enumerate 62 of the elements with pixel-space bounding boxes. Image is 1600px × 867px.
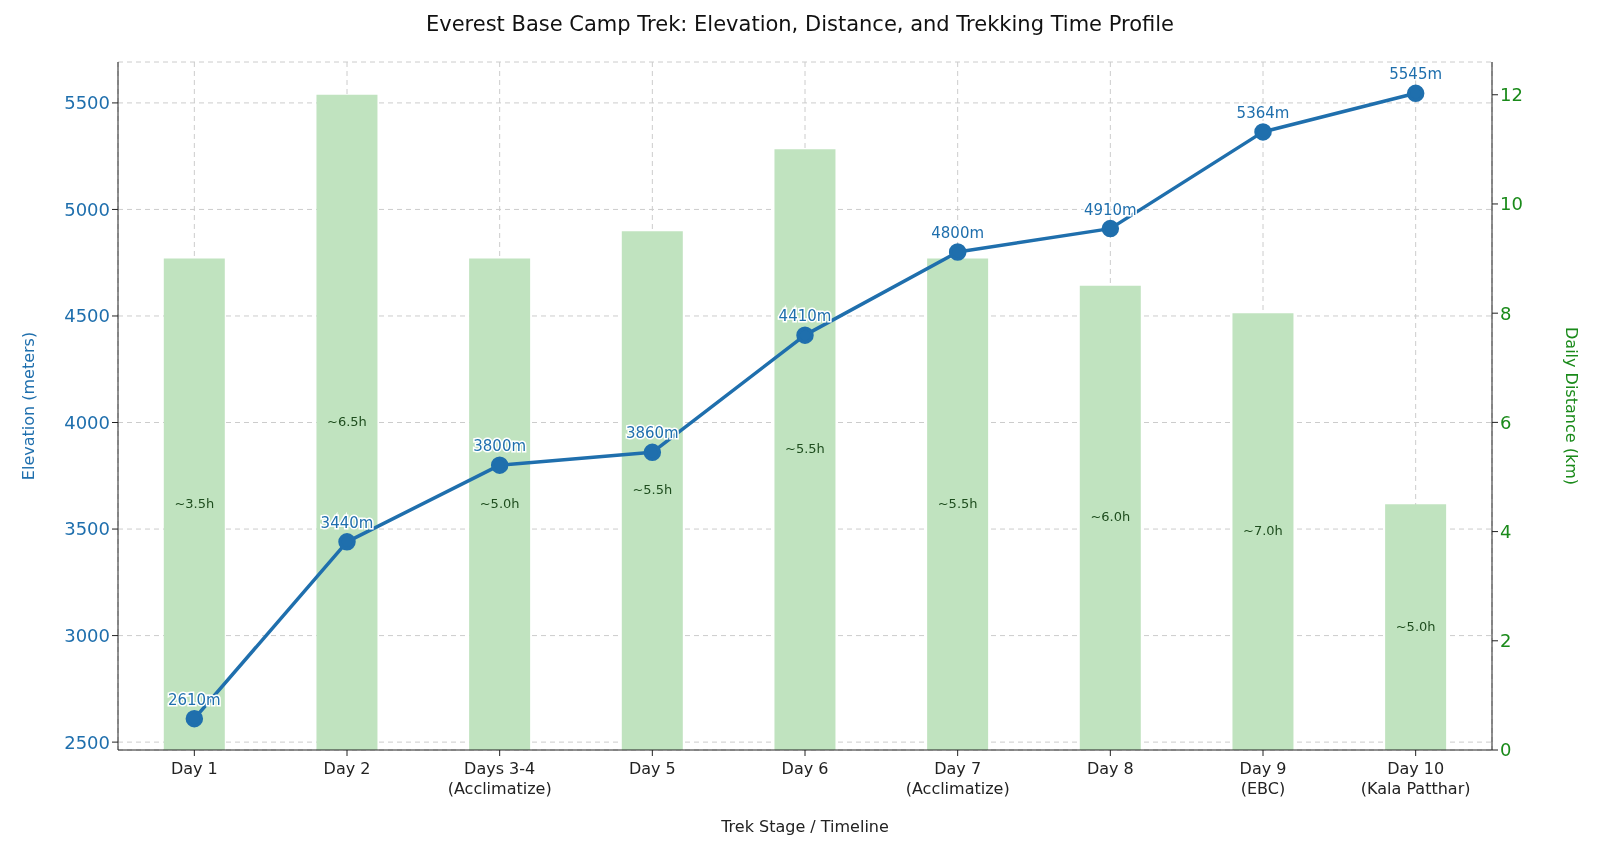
bar <box>621 231 683 750</box>
x-tick-label: Day 7 (Acclimatize) <box>905 759 1010 798</box>
annotation: ~5.5h <box>785 441 825 457</box>
bar <box>1232 313 1294 750</box>
x-tick-label: Day 5 <box>628 759 676 778</box>
y2-tick-label: 10 <box>1500 193 1523 215</box>
point <box>796 326 814 344</box>
y2-tick-label: 6 <box>1500 411 1512 433</box>
y-tick-label: 5000 <box>64 198 110 220</box>
y-tick-label: 3000 <box>64 624 110 646</box>
annotation: ~6.5h <box>327 413 367 429</box>
x-tick-label: Day 6 <box>781 759 829 778</box>
annotation: ~5.5h <box>937 495 978 511</box>
point <box>643 443 662 462</box>
chart-title: Everest Base Camp Trek: Elevation, Distance, and Trekking Time Profile <box>424 12 1175 38</box>
data-label: 4410m <box>778 307 832 326</box>
y-tick-label: 2500 <box>64 731 110 753</box>
x-tick-label: Day 9 (EBC) <box>1239 759 1287 798</box>
x-tick-label: Day 1 <box>170 759 218 778</box>
point <box>1254 123 1272 141</box>
data-label: 3440m <box>320 513 374 532</box>
bar <box>774 149 836 750</box>
annotation: ~5.5h <box>632 482 673 498</box>
y-axis-title: Elevation (meters) <box>18 331 38 481</box>
data-label: 4910m <box>1083 200 1137 219</box>
point <box>490 456 509 474</box>
bar <box>1385 504 1447 750</box>
annotation: ~3.5h <box>174 495 215 511</box>
data-label: 5364m <box>1236 103 1290 122</box>
annotation: ~6.0h <box>1090 509 1131 525</box>
data-label: 4800m <box>931 224 985 243</box>
data-label: 3860m <box>625 424 679 443</box>
bar <box>316 94 378 750</box>
point <box>185 709 204 728</box>
y2-tick-label: 2 <box>1500 630 1512 652</box>
bar <box>927 258 989 750</box>
y-tick-label: 3500 <box>64 518 110 540</box>
x-tick-label: Day 8 <box>1086 759 1134 778</box>
bar <box>1079 285 1141 750</box>
annotation: ~5.0h <box>479 495 520 511</box>
x-tick-label: Day 2 <box>323 759 371 778</box>
point <box>1101 219 1120 238</box>
annotation: ~5.0h <box>1395 618 1436 634</box>
y2-axis-title: Daily Distance (km) <box>1562 327 1582 485</box>
bar <box>163 258 225 750</box>
y-tick-label: 4500 <box>64 305 110 327</box>
x-tick-label: Days 3-4 (Acclimatize) <box>447 759 552 798</box>
y2-tick-label: 12 <box>1500 84 1523 106</box>
y2-tick-label: 4 <box>1500 520 1512 542</box>
annotation: ~7.0h <box>1243 523 1283 539</box>
data-label: 5545m <box>1389 65 1443 84</box>
y2-tick-label: 8 <box>1500 302 1512 324</box>
point <box>338 533 356 551</box>
x-tick-label: Day 10 (Kala Patthar) <box>1360 759 1471 798</box>
y2-tick-label: 0 <box>1500 739 1512 761</box>
point <box>948 243 967 261</box>
y-tick-label: 4000 <box>64 411 110 433</box>
y-tick-label: 5500 <box>64 92 110 114</box>
point <box>1406 84 1425 103</box>
x-axis-title: Trek Stage / Timeline <box>720 817 889 836</box>
data-label: 3800m <box>473 437 527 456</box>
bar <box>469 258 531 750</box>
